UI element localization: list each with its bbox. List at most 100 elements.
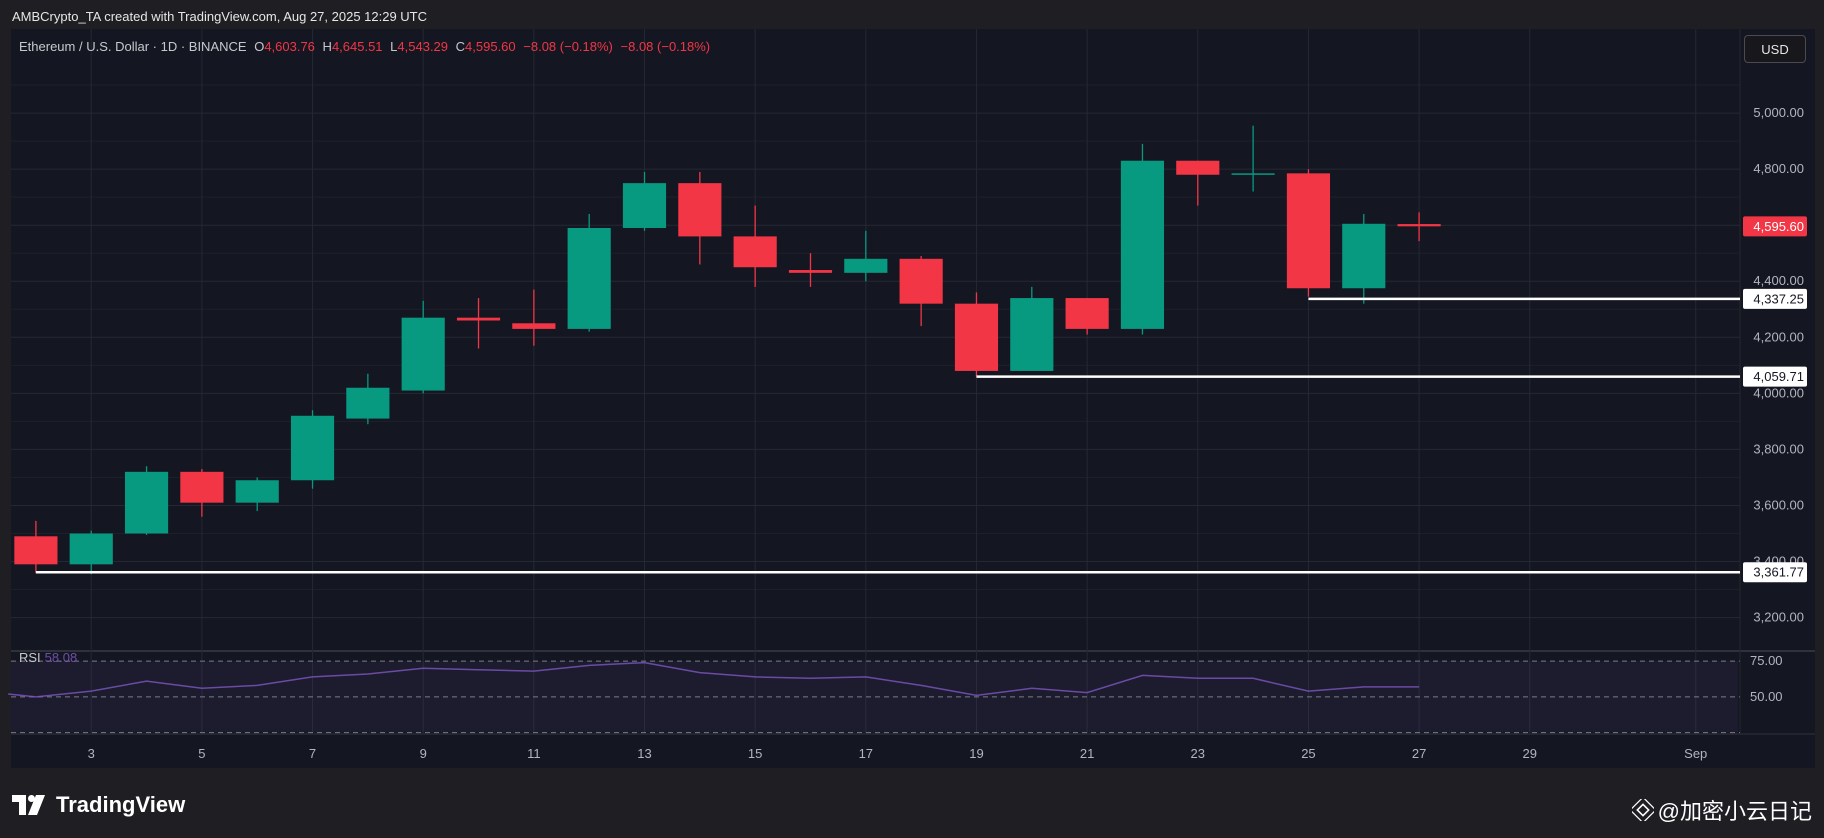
watermark: @加密小云日记: [1631, 794, 1812, 826]
low-label: L: [390, 39, 398, 54]
candle: [124, 466, 169, 535]
candle-body: [567, 227, 611, 329]
support-label-bg: [1743, 366, 1807, 387]
last-price-label-bg: [1743, 216, 1807, 237]
candle: [1231, 125, 1275, 192]
time-axis-label: 7: [309, 746, 316, 761]
watermark-text: @加密小云日记: [1657, 799, 1812, 824]
time-axis-label: 5: [198, 746, 205, 761]
candle-body: [512, 323, 556, 329]
low-value: 4,543.29: [397, 39, 449, 54]
price-axis-label: 4,400.00: [1753, 273, 1804, 288]
candle-body: [954, 303, 999, 371]
time-axis-label: 13: [637, 746, 651, 761]
time-axis-label: 3: [88, 746, 95, 761]
support-price-label: 4,059.71: [1753, 369, 1804, 384]
candle: [1176, 160, 1220, 206]
creator-line: AMBCrypto_TA created with TradingView.co…: [12, 9, 428, 24]
candle: [180, 469, 224, 517]
close-value: 4,595.60: [465, 39, 516, 54]
price-axis-label: 4,000.00: [1753, 385, 1804, 400]
change-value-2: −8.08 (−0.18%): [620, 39, 711, 54]
candle: [14, 520, 58, 573]
candle-body: [401, 317, 445, 391]
candle-body: [180, 471, 224, 503]
symbol-name[interactable]: Ethereum / U.S. Dollar · 1D · BINANCE: [19, 39, 247, 54]
price-axis-label: 4,800.00: [1753, 161, 1804, 176]
candle: [1120, 143, 1165, 335]
candle-body: [1286, 173, 1331, 289]
candle: [1010, 286, 1054, 371]
candle: [1065, 298, 1109, 335]
candle-body: [124, 471, 169, 534]
rsi-axis-label: 50.00: [1750, 689, 1783, 704]
candle: [678, 171, 722, 265]
price-axis-label: 3,200.00: [1753, 610, 1804, 625]
candle: [622, 171, 667, 231]
candles: [14, 125, 1441, 575]
time-axis-label: Sep: [1684, 746, 1707, 761]
time-axis-label: 27: [1412, 746, 1426, 761]
rsi-line: [8, 661, 1420, 698]
logo-text: TradingView: [56, 792, 186, 817]
candle: [1397, 212, 1441, 242]
rsi-value: 58.08: [44, 650, 78, 665]
time-axis-label: 21: [1080, 746, 1094, 761]
support-price-label: 4,337.25: [1753, 291, 1804, 306]
support-label-bg: [1743, 562, 1807, 583]
candle: [1286, 169, 1331, 297]
candle-body: [733, 236, 777, 268]
candle: [290, 410, 335, 489]
time-axis-label: 9: [420, 746, 427, 761]
support-price-label: 3,361.77: [1753, 565, 1804, 580]
candle-body: [1342, 223, 1386, 289]
candle-body: [1176, 160, 1220, 175]
rsi-axis-label: 75.00: [1750, 653, 1783, 668]
time-axis-label: 11: [527, 746, 541, 761]
tradingview-logo[interactable]: TradingView: [12, 792, 185, 818]
candle: [401, 300, 445, 394]
candle-body: [1231, 173, 1275, 175]
candle-body: [290, 415, 335, 481]
open-value: 4,603.76: [264, 39, 315, 54]
high-label: H: [322, 39, 332, 54]
candle-body: [1397, 224, 1441, 227]
candle-body: [899, 258, 943, 304]
price-axis-label: 5,000.00: [1753, 105, 1804, 120]
candle: [567, 213, 611, 332]
candle: [456, 298, 501, 349]
candle-body: [69, 533, 113, 565]
time-axis-label: 23: [1191, 746, 1205, 761]
candle-body: [14, 536, 58, 565]
plot-background: [11, 29, 1815, 768]
last-price-label: 4,595.60: [1753, 219, 1804, 234]
high-value: 4,645.51: [331, 39, 383, 54]
candle: [346, 373, 390, 425]
support-label-bg: [1743, 288, 1807, 309]
candle-body: [678, 183, 722, 237]
candle-body: [622, 183, 667, 228]
price-axis-label: 4,200.00: [1753, 329, 1804, 344]
candle-body: [1120, 160, 1165, 329]
candle-body: [788, 270, 833, 273]
candle-body: [844, 258, 888, 273]
rsi-label[interactable]: RSI: [19, 650, 41, 665]
candle: [788, 253, 833, 287]
candle-body: [235, 480, 279, 503]
candle-body: [456, 317, 501, 321]
candle: [69, 530, 113, 575]
candle-body: [1065, 298, 1109, 329]
close-label: C: [455, 39, 466, 54]
candle: [954, 292, 999, 377]
time-axis-label: 29: [1523, 746, 1537, 761]
time-axis-label: 17: [859, 746, 873, 761]
symbol-legend: Ethereum / U.S. Dollar · 1D · BINANCE O4…: [19, 39, 710, 54]
open-label: O: [254, 39, 265, 54]
currency-button[interactable]: USD: [1744, 35, 1806, 63]
candle: [844, 230, 888, 282]
price-axis-label: 3,800.00: [1753, 441, 1804, 456]
price-axis-label: 3,600.00: [1753, 497, 1804, 512]
grid-lines: [11, 29, 1740, 734]
rsi-legend: RSI 58.08: [19, 650, 77, 665]
